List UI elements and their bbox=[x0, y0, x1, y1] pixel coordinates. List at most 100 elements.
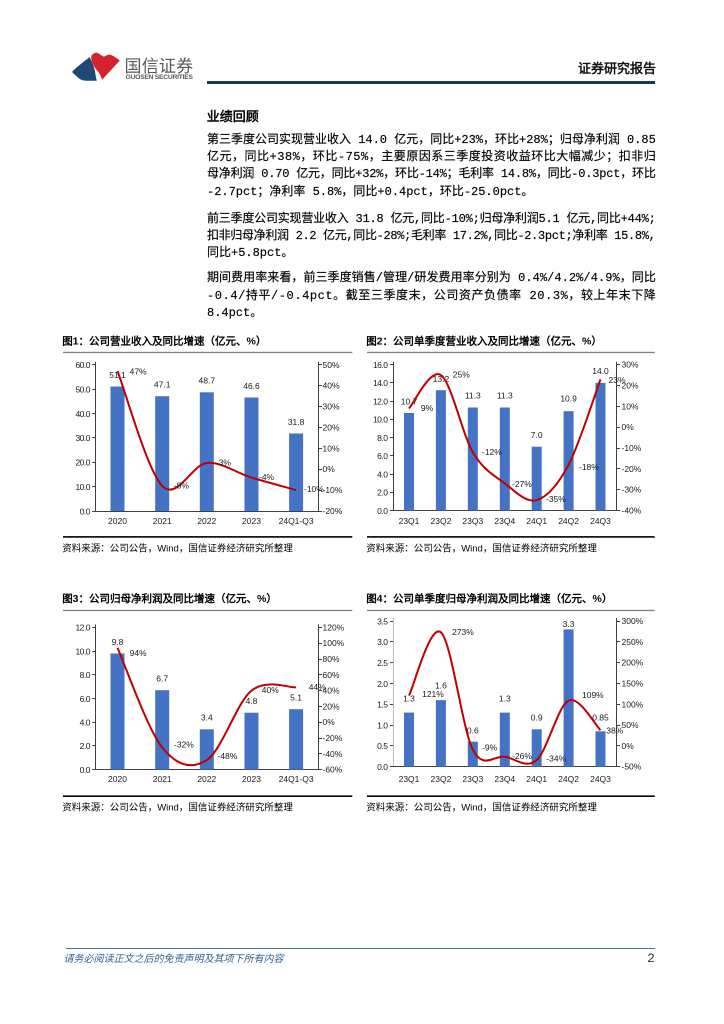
svg-text:2022: 2022 bbox=[197, 774, 216, 784]
svg-text:50%: 50% bbox=[323, 360, 340, 370]
svg-text:0.0: 0.0 bbox=[80, 765, 91, 775]
svg-text:12.0: 12.0 bbox=[373, 396, 388, 406]
svg-text:-40%: -40% bbox=[323, 749, 343, 759]
svg-text:6.7: 6.7 bbox=[156, 674, 168, 684]
svg-text:图1：公司营业收入及同比增速（亿元、%）: 图1：公司营业收入及同比增速（亿元、%） bbox=[62, 334, 266, 347]
svg-text:2020: 2020 bbox=[108, 774, 127, 784]
svg-text:0%: 0% bbox=[323, 717, 336, 727]
svg-text:40%: 40% bbox=[323, 686, 340, 696]
svg-text:23Q1: 23Q1 bbox=[399, 774, 420, 784]
svg-text:30.0: 30.0 bbox=[75, 433, 90, 443]
svg-text:10.0: 10.0 bbox=[373, 415, 388, 425]
svg-text:2.5: 2.5 bbox=[377, 658, 388, 668]
svg-text:273%: 273% bbox=[452, 627, 474, 637]
svg-text:51.1: 51.1 bbox=[109, 370, 126, 380]
svg-text:40%: 40% bbox=[262, 685, 279, 695]
svg-text:6.0: 6.0 bbox=[80, 694, 91, 704]
svg-text:46.6: 46.6 bbox=[243, 381, 260, 391]
svg-text:44%: 44% bbox=[309, 682, 326, 692]
svg-text:23%: 23% bbox=[609, 375, 626, 385]
svg-text:图3：公司归母净利润及同比增速（亿元、%）: 图3：公司归母净利润及同比增速（亿元、%） bbox=[62, 592, 277, 605]
svg-text:-20%: -20% bbox=[622, 464, 642, 474]
svg-text:2022: 2022 bbox=[197, 516, 216, 526]
svg-text:121%: 121% bbox=[422, 689, 444, 699]
svg-text:1.5: 1.5 bbox=[377, 700, 388, 710]
svg-text:47%: 47% bbox=[130, 367, 147, 377]
svg-text:3.0: 3.0 bbox=[377, 637, 388, 647]
svg-text:13.2: 13.2 bbox=[433, 374, 450, 384]
svg-text:23Q4: 23Q4 bbox=[494, 774, 515, 784]
svg-text:-27%: -27% bbox=[512, 479, 532, 489]
svg-text:60.0: 60.0 bbox=[75, 360, 90, 370]
svg-text:60%: 60% bbox=[323, 670, 340, 680]
svg-text:资料来源：公司公告，Wind，国信证券经济研究所整理: 资料来源：公司公告，Wind，国信证券经济研究所整理 bbox=[62, 802, 293, 814]
svg-text:24Q1-Q3: 24Q1-Q3 bbox=[279, 774, 314, 784]
svg-text:-12%: -12% bbox=[482, 447, 502, 457]
svg-text:图2：公司单季度营业收入及同比增速（亿元、%）: 图2：公司单季度营业收入及同比增速（亿元、%） bbox=[366, 334, 602, 347]
svg-text:23Q2: 23Q2 bbox=[431, 516, 452, 526]
svg-text:0.5: 0.5 bbox=[377, 741, 388, 751]
svg-text:-18%: -18% bbox=[579, 462, 599, 472]
svg-text:20%: 20% bbox=[622, 381, 639, 391]
svg-text:14.0: 14.0 bbox=[592, 366, 609, 376]
svg-text:1.6: 1.6 bbox=[435, 681, 447, 691]
svg-text:4.8: 4.8 bbox=[246, 696, 258, 706]
svg-text:-9%: -9% bbox=[482, 743, 498, 753]
svg-text:资料来源：公司公告，Wind，国信证券经济研究所整理: 资料来源：公司公告，Wind，国信证券经济研究所整理 bbox=[62, 543, 293, 555]
svg-text:9%: 9% bbox=[421, 403, 434, 413]
svg-text:-20%: -20% bbox=[323, 506, 343, 516]
svg-text:30%: 30% bbox=[323, 402, 340, 412]
svg-text:0.6: 0.6 bbox=[467, 726, 479, 736]
svg-text:50.0: 50.0 bbox=[75, 385, 90, 395]
svg-text:3%: 3% bbox=[219, 458, 232, 468]
svg-text:-40%: -40% bbox=[622, 506, 642, 516]
svg-text:31.8: 31.8 bbox=[288, 417, 305, 427]
svg-text:-8%: -8% bbox=[174, 481, 190, 491]
svg-text:24Q3: 24Q3 bbox=[590, 516, 611, 526]
svg-text:1.3: 1.3 bbox=[499, 694, 511, 704]
svg-text:10.9: 10.9 bbox=[560, 394, 577, 404]
svg-text:50%: 50% bbox=[622, 720, 639, 730]
svg-text:10.0: 10.0 bbox=[75, 482, 90, 492]
svg-text:0.85: 0.85 bbox=[592, 713, 609, 723]
svg-text:48.7: 48.7 bbox=[199, 376, 216, 386]
svg-text:9.8: 9.8 bbox=[112, 637, 124, 647]
svg-text:24Q1-Q3: 24Q1-Q3 bbox=[279, 516, 314, 526]
svg-text:-10%: -10% bbox=[304, 484, 324, 494]
svg-text:7.0: 7.0 bbox=[531, 430, 543, 440]
svg-text:0.0: 0.0 bbox=[377, 762, 388, 772]
svg-text:-30%: -30% bbox=[622, 485, 642, 495]
svg-text:0%: 0% bbox=[323, 464, 336, 474]
svg-text:150%: 150% bbox=[622, 679, 644, 689]
svg-text:24Q1: 24Q1 bbox=[526, 774, 547, 784]
svg-text:图4：公司单季度归母净利润及同比增速（亿元、%）: 图4：公司单季度归母净利润及同比增速（亿元、%） bbox=[366, 592, 612, 605]
svg-text:24Q2: 24Q2 bbox=[558, 774, 579, 784]
svg-text:-4%: -4% bbox=[259, 472, 275, 482]
svg-text:300%: 300% bbox=[622, 616, 644, 626]
svg-text:-35%: -35% bbox=[546, 494, 566, 504]
svg-text:8.0: 8.0 bbox=[80, 670, 91, 680]
svg-text:109%: 109% bbox=[582, 690, 604, 700]
svg-text:1.3: 1.3 bbox=[403, 694, 415, 704]
svg-text:100%: 100% bbox=[323, 638, 345, 648]
svg-text:20.0: 20.0 bbox=[75, 458, 90, 468]
svg-text:23Q3: 23Q3 bbox=[462, 774, 483, 784]
svg-text:2.0: 2.0 bbox=[377, 488, 388, 498]
svg-text:8.0: 8.0 bbox=[377, 433, 388, 443]
svg-text:2.0: 2.0 bbox=[377, 679, 388, 689]
svg-text:3.3: 3.3 bbox=[563, 619, 575, 629]
svg-text:200%: 200% bbox=[622, 658, 644, 668]
svg-text:-34%: -34% bbox=[546, 754, 566, 764]
svg-text:0.9: 0.9 bbox=[531, 713, 543, 723]
svg-text:24Q1: 24Q1 bbox=[526, 516, 547, 526]
svg-text:23Q2: 23Q2 bbox=[431, 774, 452, 784]
svg-text:10.0: 10.0 bbox=[75, 646, 90, 656]
svg-text:2020: 2020 bbox=[108, 516, 127, 526]
svg-text:20%: 20% bbox=[323, 701, 340, 711]
svg-text:2023: 2023 bbox=[242, 774, 261, 784]
svg-text:4.0: 4.0 bbox=[377, 469, 388, 479]
svg-text:-20%: -20% bbox=[323, 733, 343, 743]
svg-text:-32%: -32% bbox=[174, 740, 194, 750]
svg-text:10.7: 10.7 bbox=[401, 397, 418, 407]
svg-text:0.0: 0.0 bbox=[377, 506, 388, 516]
